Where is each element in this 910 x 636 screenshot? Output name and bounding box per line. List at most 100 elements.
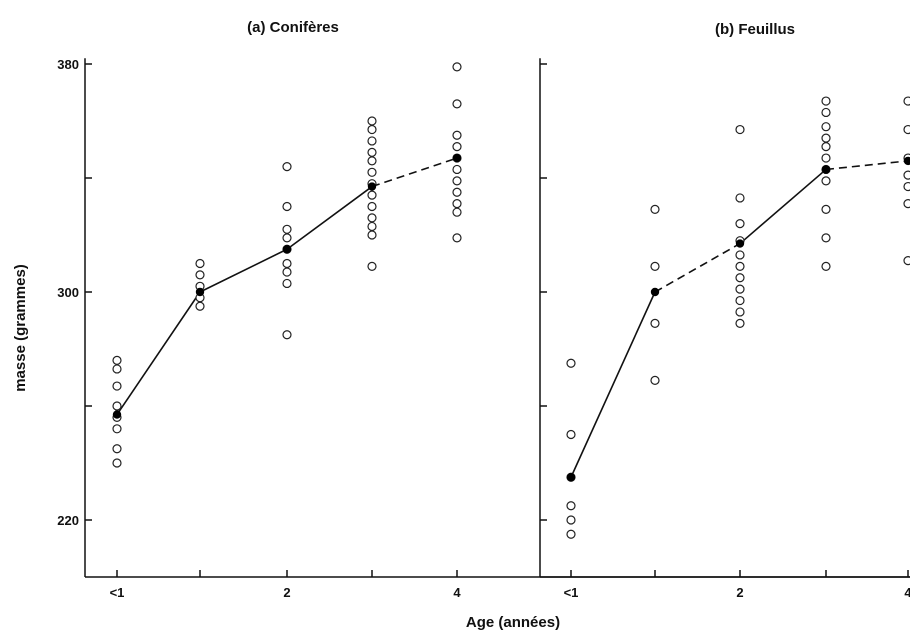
mean-point: [112, 410, 122, 419]
data-point: [452, 99, 462, 109]
data-point: [282, 224, 292, 234]
data-point: [903, 124, 910, 135]
data-point: [367, 201, 377, 212]
data-point: [282, 233, 292, 243]
x-tick-label: <1: [110, 585, 125, 600]
data-point: [452, 62, 462, 72]
data-point: [735, 318, 745, 328]
data-point: [821, 233, 831, 243]
data-point: [195, 270, 205, 280]
data-point: [112, 444, 122, 454]
mean-line-solid: [116, 291, 201, 415]
data-point: [735, 124, 745, 135]
data-point: [735, 307, 745, 317]
data-point: [735, 193, 745, 203]
mean-point: [195, 287, 205, 297]
data-point: [452, 176, 462, 186]
data-point: [903, 256, 910, 266]
data-point: [282, 267, 292, 277]
data-point: [903, 181, 910, 192]
data-point: [903, 170, 910, 180]
data-point: [282, 201, 292, 212]
mean-line-dashed: [825, 160, 909, 171]
panel-title: (a) Conifères: [247, 19, 339, 36]
data-point: [735, 219, 745, 229]
mean-point: [282, 245, 292, 254]
data-point: [112, 458, 122, 468]
data-point: [903, 199, 910, 209]
data-point: [566, 429, 576, 440]
data-point: [112, 381, 122, 391]
data-point: [903, 96, 910, 106]
data-point: [112, 424, 122, 434]
x-tick-label: 2: [283, 585, 290, 600]
y-tick-label: 220: [57, 513, 79, 528]
data-point: [112, 364, 122, 374]
data-point: [452, 130, 462, 140]
data-point: [650, 318, 660, 328]
mean-line-dashed: [654, 242, 741, 293]
data-point: [367, 116, 377, 126]
data-point: [821, 96, 831, 106]
mean-point: [821, 165, 831, 174]
x-tick-label: 2: [736, 585, 743, 600]
y-tick-label: 300: [57, 285, 79, 300]
data-point: [821, 176, 831, 186]
data-point: [821, 261, 831, 271]
data-point: [367, 190, 377, 200]
data-point: [821, 142, 831, 152]
data-point: [452, 164, 462, 175]
data-point: [650, 204, 660, 214]
data-point: [195, 258, 205, 269]
data-point: [452, 233, 462, 243]
mean-line-solid: [199, 248, 288, 293]
data-point: [367, 147, 377, 157]
data-point: [735, 250, 745, 260]
data-point: [650, 261, 660, 271]
data-point: [566, 501, 576, 511]
data-point: [282, 330, 292, 340]
data-point: [367, 136, 377, 146]
mean-point: [452, 153, 462, 163]
data-point: [566, 515, 576, 525]
mean-point: [650, 287, 660, 297]
panel-title: (b) Feuillus: [715, 21, 795, 38]
x-tick-label: 4: [453, 585, 461, 600]
data-point: [282, 278, 292, 289]
data-point: [367, 213, 377, 223]
panel-feuillus: (b) Feuillus <1 2 4: [539, 21, 910, 600]
mean-line-solid: [739, 168, 827, 245]
data-point: [452, 199, 462, 209]
data-point: [452, 142, 462, 152]
data-point: [367, 230, 377, 240]
mean-point: [903, 156, 910, 166]
x-axis-label: Age (années): [466, 614, 560, 631]
data-point: [821, 133, 831, 143]
mean-point: [566, 473, 576, 482]
data-point: [650, 375, 660, 385]
data-point: [735, 295, 745, 306]
data-point: [735, 261, 745, 271]
mean-point: [735, 239, 745, 248]
data-point: [112, 401, 122, 411]
x-tick-label: 4: [904, 585, 910, 600]
data-point: [821, 122, 831, 132]
data-point: [566, 358, 576, 368]
x-tick-label: <1: [564, 585, 579, 600]
data-point: [821, 107, 831, 118]
data-point: [735, 273, 745, 283]
data-point: [282, 162, 292, 172]
y-axis-label: masse (grammes): [12, 264, 29, 392]
mean-line-solid: [286, 185, 373, 250]
data-point: [367, 221, 377, 232]
data-point: [452, 207, 462, 217]
data-point: [367, 124, 377, 135]
data-point: [195, 301, 205, 311]
data-point: [735, 284, 745, 294]
data-point: [112, 355, 122, 365]
y-tick-label: 380: [57, 57, 79, 72]
data-point: [821, 204, 831, 214]
data-point: [367, 156, 377, 166]
data-point: [452, 187, 462, 197]
